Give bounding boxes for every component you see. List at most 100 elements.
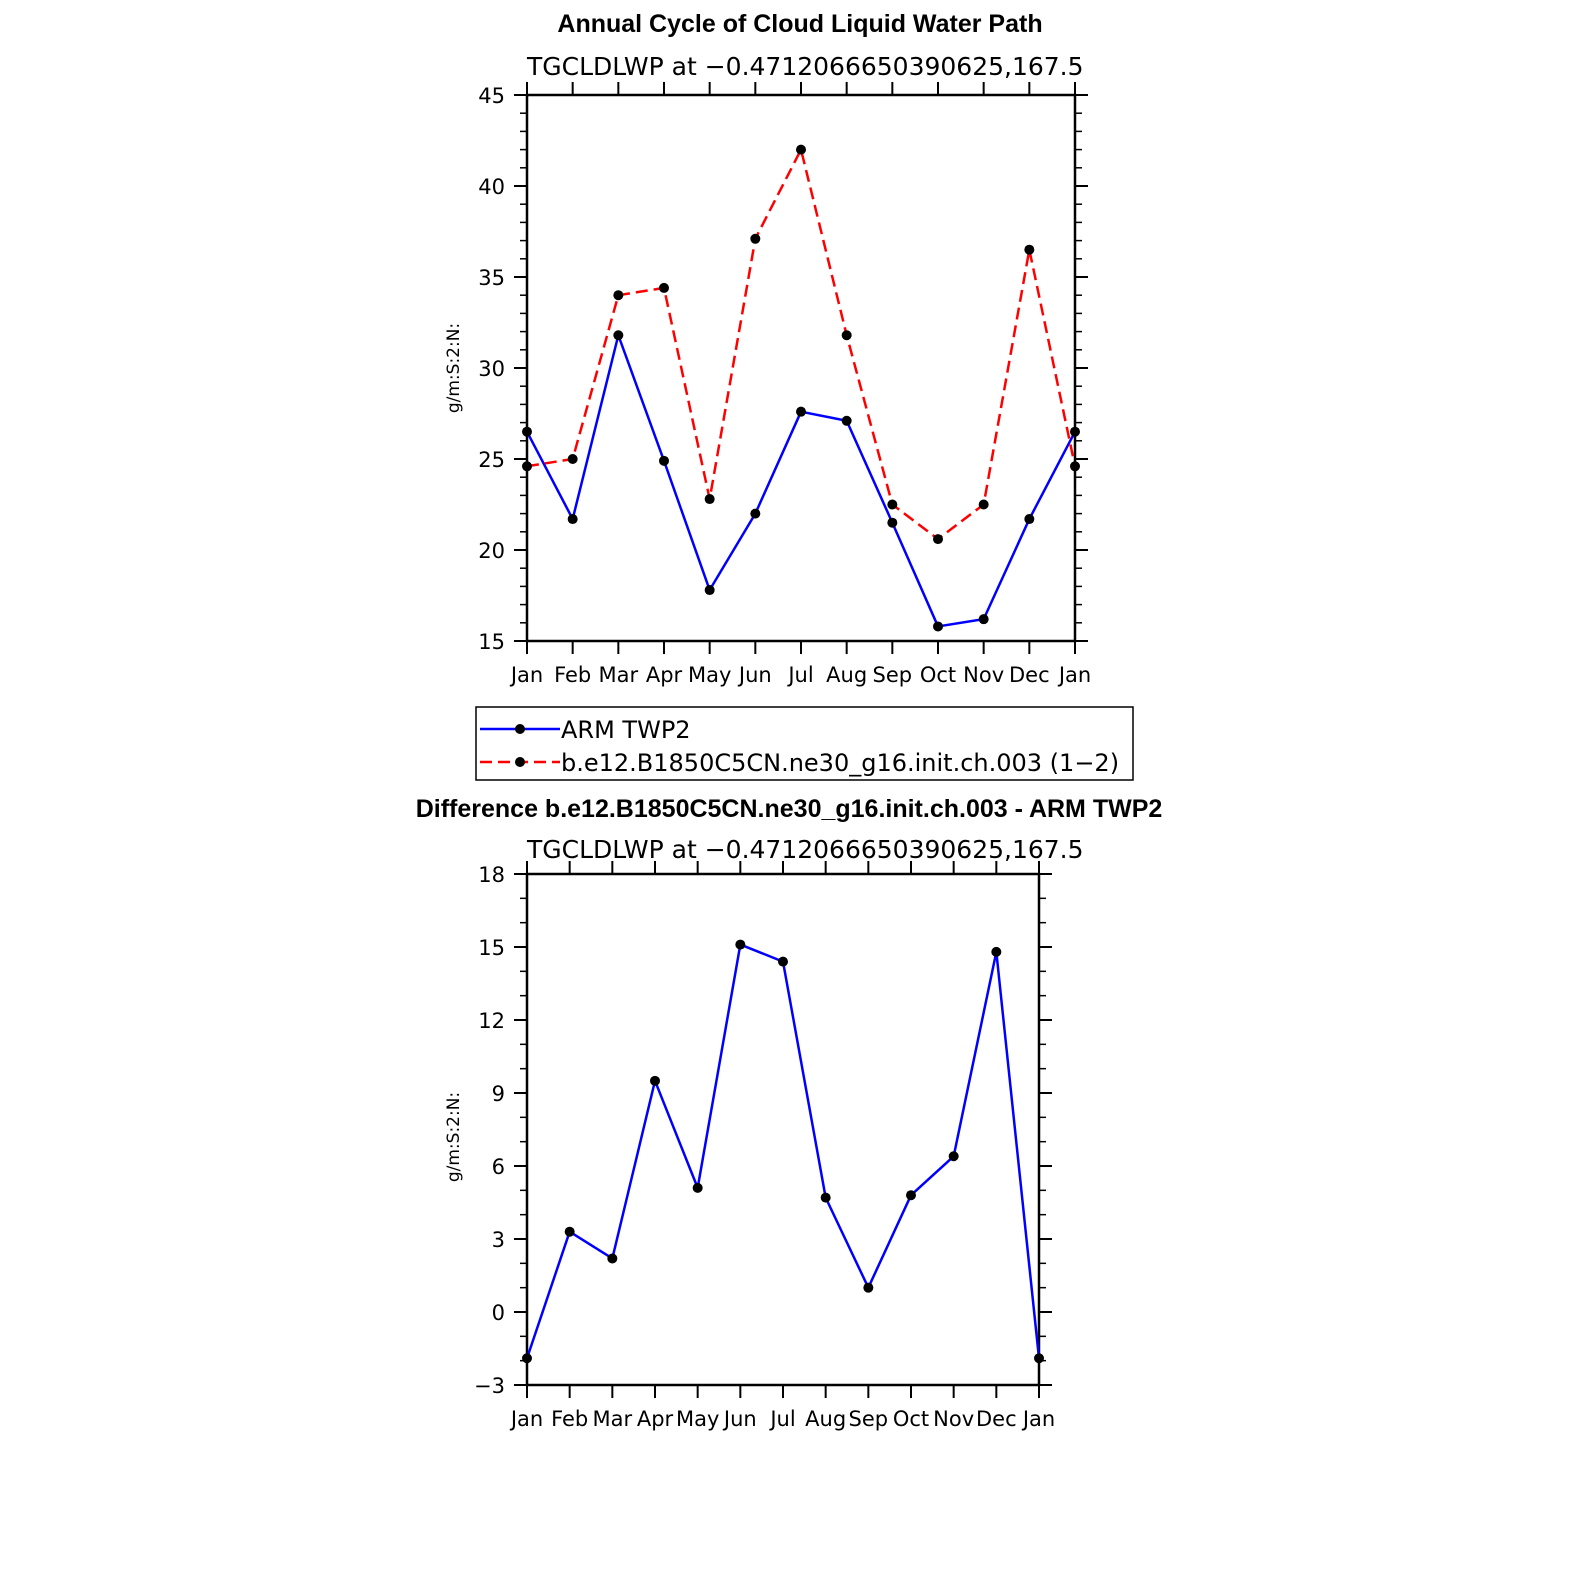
data-point-0-4 — [704, 585, 715, 596]
data-point-0-3 — [650, 1075, 660, 1086]
x-tick-label: Oct — [893, 1407, 929, 1431]
data-point-0-12 — [1034, 1353, 1044, 1364]
data-point-0-3 — [659, 455, 669, 466]
x-tick-label: Apr — [637, 1407, 674, 1431]
legend-marker-arm — [515, 724, 525, 734]
x-tick-label: May — [676, 1407, 719, 1431]
chart-title: Annual Cycle of Cloud Liquid Water Path — [557, 10, 1042, 38]
data-point-0-10 — [978, 614, 989, 625]
y-tick-label: 6 — [492, 1155, 505, 1179]
plot-frame — [525, 872, 1041, 1387]
y-tick-label: −3 — [474, 1374, 505, 1398]
data-point-0-2 — [613, 330, 624, 341]
x-tick-label: Jun — [737, 663, 772, 687]
data-point-0-1 — [564, 1226, 575, 1237]
x-tick-label: Sep — [873, 663, 913, 687]
data-point-0-12 — [1070, 426, 1080, 437]
legend-label-model: b.e12.B1850C5CN.ne30_g16.init.ch.003 (1−… — [561, 749, 1119, 777]
data-point-1-1 — [567, 454, 578, 464]
x-tick-label: Nov — [963, 663, 1004, 687]
y-tick-label: 40 — [478, 175, 505, 199]
data-point-0-5 — [735, 939, 746, 950]
legend-label-arm: ARM TWP2 — [561, 716, 691, 744]
x-tick-label: Oct — [920, 663, 956, 687]
chart-subtitle: TGCLDLWP at −0.4712066650390625,167.5 — [526, 52, 1084, 81]
y-tick-label: 0 — [492, 1301, 505, 1325]
data-point-1-10 — [978, 499, 989, 510]
y-tick-label: 25 — [478, 448, 505, 472]
x-tick-label: Aug — [805, 1407, 846, 1431]
x-tick-label: Aug — [826, 663, 867, 687]
data-point-0-7 — [841, 415, 852, 426]
x-tick-label: Jan — [1021, 1407, 1055, 1431]
legend-item-model: b.e12.B1850C5CN.ne30_g16.init.ch.003 (1−… — [480, 749, 1119, 777]
legend-marker-model — [515, 757, 525, 767]
data-point-1-11 — [1024, 244, 1035, 255]
y-tick-label: 45 — [478, 84, 505, 108]
x-tick-label: Jul — [786, 663, 813, 687]
x-tick-label: Feb — [551, 1407, 588, 1431]
x-tick-label: Jun — [722, 1407, 757, 1431]
x-tick-label: Feb — [554, 663, 591, 687]
y-tick-label: 15 — [478, 630, 505, 654]
y-tick-label: 35 — [478, 266, 505, 290]
annual-cycle-chart: Annual Cycle of Cloud Liquid Water Path … — [444, 10, 1091, 687]
x-tick-label: Jan — [509, 663, 543, 687]
data-point-1-3 — [659, 282, 669, 293]
data-point-1-9 — [933, 534, 943, 545]
data-point-0-0 — [522, 426, 532, 437]
data-point-1-12 — [1070, 461, 1080, 472]
data-point-0-11 — [1024, 514, 1035, 525]
data-point-1-2 — [613, 290, 624, 301]
x-tick-label: Jul — [768, 1407, 795, 1431]
data-point-0-7 — [820, 1192, 831, 1203]
data-point-0-10 — [948, 1151, 959, 1162]
y-tick-label: 3 — [492, 1228, 505, 1252]
x-tick-label: Jan — [1057, 663, 1091, 687]
legend-item-arm: ARM TWP2 — [480, 716, 691, 744]
x-tick-label: Nov — [933, 1407, 974, 1431]
x-tick-label: Dec — [976, 1407, 1017, 1431]
data-point-0-9 — [933, 621, 943, 632]
y-tick-label: 12 — [478, 1009, 505, 1033]
data-point-0-2 — [607, 1253, 618, 1264]
data-point-0-5 — [750, 508, 761, 519]
data-point-0-8 — [887, 517, 898, 528]
chart-title: Difference b.e12.B1850C5CN.ne30_g16.init… — [416, 795, 1163, 823]
legend: ARM TWP2 b.e12.B1850C5CN.ne30_g16.init.c… — [475, 706, 1134, 781]
x-tick-label: Mar — [599, 663, 639, 687]
x-tick-label: Sep — [849, 1407, 889, 1431]
data-point-1-6 — [796, 144, 806, 155]
series-line-0 — [525, 333, 1077, 628]
data-point-1-4 — [704, 494, 715, 505]
x-tick-label: May — [688, 663, 731, 687]
data-point-0-1 — [567, 514, 578, 525]
data-point-1-5 — [750, 233, 761, 244]
difference-chart: Difference b.e12.B1850C5CN.ne30_g16.init… — [416, 795, 1163, 1431]
x-tick-label: Dec — [1009, 663, 1050, 687]
chart-subtitle: TGCLDLWP at −0.4712066650390625,167.5 — [526, 835, 1084, 864]
y-tick-label: 20 — [478, 539, 505, 563]
data-point-0-11 — [991, 946, 1002, 957]
plot-area: −3 0 3 6 9 12 15 18 Jan Feb Mar Apr May Jun Jul Aug Sep O… — [474, 861, 1055, 1431]
x-tick-label: Apr — [646, 663, 683, 687]
series-line-0 — [525, 943, 1041, 1359]
y-tick-label: 15 — [478, 936, 505, 960]
data-point-0-6 — [796, 406, 806, 417]
data-point-0-4 — [692, 1182, 703, 1193]
y-tick-label: 9 — [492, 1082, 505, 1106]
data-point-1-0 — [522, 461, 532, 472]
y-tick-label: 30 — [478, 357, 505, 381]
legend-box — [475, 706, 1134, 781]
data-point-1-8 — [887, 499, 898, 510]
data-point-1-7 — [841, 330, 852, 341]
y-axis-label: g/m:S:2:N: — [444, 323, 464, 413]
x-tick-label: Jan — [509, 1407, 543, 1431]
data-point-0-6 — [778, 956, 788, 967]
data-point-0-8 — [863, 1282, 874, 1293]
x-tick-label: Mar — [593, 1407, 633, 1431]
data-point-0-0 — [522, 1353, 532, 1364]
data-point-0-9 — [906, 1190, 916, 1201]
y-axis-label: g/m:S:2:N: — [444, 1092, 464, 1182]
